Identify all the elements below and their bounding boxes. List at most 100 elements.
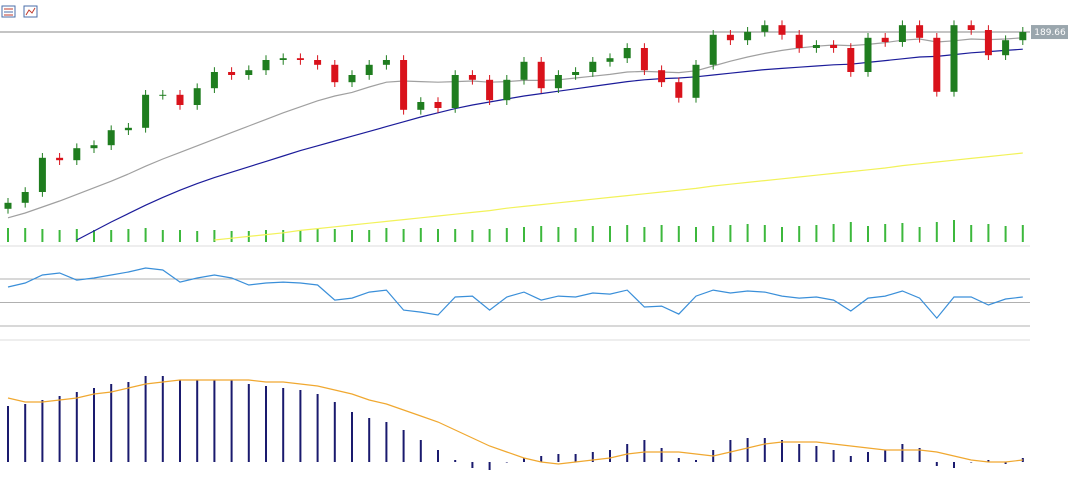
candle-body bbox=[159, 94, 167, 96]
moving-average bbox=[214, 152, 1023, 241]
candle-body bbox=[365, 64, 373, 75]
macd-bar bbox=[385, 422, 388, 462]
macd-bar bbox=[523, 458, 525, 462]
volume-bar bbox=[523, 227, 525, 242]
candle-body bbox=[881, 37, 889, 42]
candle-body bbox=[486, 79, 494, 101]
candle-body bbox=[1019, 32, 1027, 41]
volume-bar bbox=[901, 223, 904, 242]
volume-bar bbox=[557, 227, 560, 242]
volume-bar bbox=[781, 227, 783, 242]
volume-bar bbox=[351, 230, 353, 242]
macd-bar bbox=[230, 380, 233, 462]
macd-bar bbox=[265, 386, 267, 462]
macd-bar bbox=[918, 448, 921, 462]
volume-bar bbox=[884, 224, 887, 242]
volume-bar bbox=[867, 226, 869, 242]
macd-bar bbox=[901, 444, 904, 462]
volume-bar bbox=[471, 230, 474, 242]
price-label: 189.66 bbox=[1034, 28, 1066, 38]
candle-body bbox=[898, 25, 906, 42]
candle-body bbox=[245, 70, 253, 75]
macd-bar bbox=[196, 380, 199, 462]
candle-body bbox=[210, 72, 218, 89]
macd-bar bbox=[488, 462, 491, 470]
macd-bar bbox=[93, 388, 95, 462]
signal-line bbox=[7, 379, 1023, 465]
macd-bar bbox=[368, 418, 371, 462]
macd-bar bbox=[454, 460, 457, 462]
macd-bar bbox=[987, 460, 990, 462]
macd-bar bbox=[7, 406, 9, 462]
candle-body bbox=[314, 60, 322, 65]
candle-body bbox=[640, 48, 648, 71]
candle-body bbox=[468, 75, 476, 80]
volume-bar bbox=[127, 229, 130, 242]
candle-body bbox=[830, 45, 838, 48]
candle-body bbox=[56, 157, 64, 161]
macd-bar bbox=[144, 376, 147, 462]
candle-body bbox=[124, 127, 132, 131]
volume-bar bbox=[609, 226, 611, 242]
macd-bar bbox=[333, 402, 336, 462]
volume-bar bbox=[110, 230, 113, 242]
macd-bar bbox=[609, 450, 611, 462]
volume-bar bbox=[488, 229, 491, 242]
volume-bar bbox=[832, 224, 835, 242]
macd-bar bbox=[729, 440, 732, 462]
macd-bar bbox=[58, 396, 61, 462]
candle-body bbox=[228, 72, 236, 75]
candle-body bbox=[417, 102, 425, 110]
volume-bar bbox=[677, 226, 680, 242]
macd-bar bbox=[867, 452, 869, 462]
candle-body bbox=[38, 157, 46, 192]
candle-body bbox=[262, 60, 270, 71]
volume-bar bbox=[265, 230, 267, 242]
macd-bar bbox=[695, 460, 697, 462]
macd-bar bbox=[505, 462, 508, 463]
macd-bar bbox=[781, 440, 783, 462]
candle-body bbox=[812, 45, 820, 48]
macd-bar bbox=[179, 380, 181, 462]
volume-bar bbox=[574, 228, 577, 242]
volume-bar bbox=[540, 226, 543, 242]
candle-body bbox=[348, 75, 356, 83]
volume-bar bbox=[75, 229, 78, 242]
volume-bar bbox=[213, 230, 216, 242]
macd-bar bbox=[161, 376, 164, 462]
candle-body bbox=[21, 192, 29, 203]
volume-bar bbox=[333, 229, 336, 242]
volume-bar bbox=[746, 224, 749, 242]
macd-bar bbox=[643, 440, 646, 462]
volume-bar bbox=[419, 228, 422, 242]
macd-bar bbox=[798, 444, 801, 462]
volume-bar bbox=[385, 228, 388, 242]
candle-body bbox=[382, 60, 390, 65]
macd-bar bbox=[75, 392, 78, 462]
candle-body bbox=[761, 25, 769, 32]
candle-body bbox=[107, 130, 115, 146]
toolbar-icon[interactable] bbox=[23, 5, 38, 18]
macd-bar bbox=[471, 462, 474, 468]
candle-body bbox=[142, 94, 150, 128]
macd-bar bbox=[884, 450, 887, 462]
candle-body bbox=[400, 60, 408, 110]
volume-bar bbox=[815, 225, 818, 242]
candle-body bbox=[176, 94, 184, 105]
candle-body bbox=[73, 148, 81, 161]
toolbar-icon[interactable] bbox=[1, 5, 16, 18]
macd-bar bbox=[574, 454, 577, 462]
macd-bar bbox=[935, 462, 938, 466]
macd-bar bbox=[316, 394, 319, 462]
volume-bar bbox=[93, 230, 95, 242]
volume-bar bbox=[1021, 225, 1024, 242]
macd-bar bbox=[540, 456, 543, 462]
candle-body bbox=[778, 25, 786, 35]
candle-body bbox=[331, 64, 339, 83]
volume-bar bbox=[41, 229, 44, 242]
volume-bar bbox=[24, 228, 27, 242]
candle-body bbox=[658, 70, 666, 83]
macd-bar bbox=[557, 454, 560, 462]
